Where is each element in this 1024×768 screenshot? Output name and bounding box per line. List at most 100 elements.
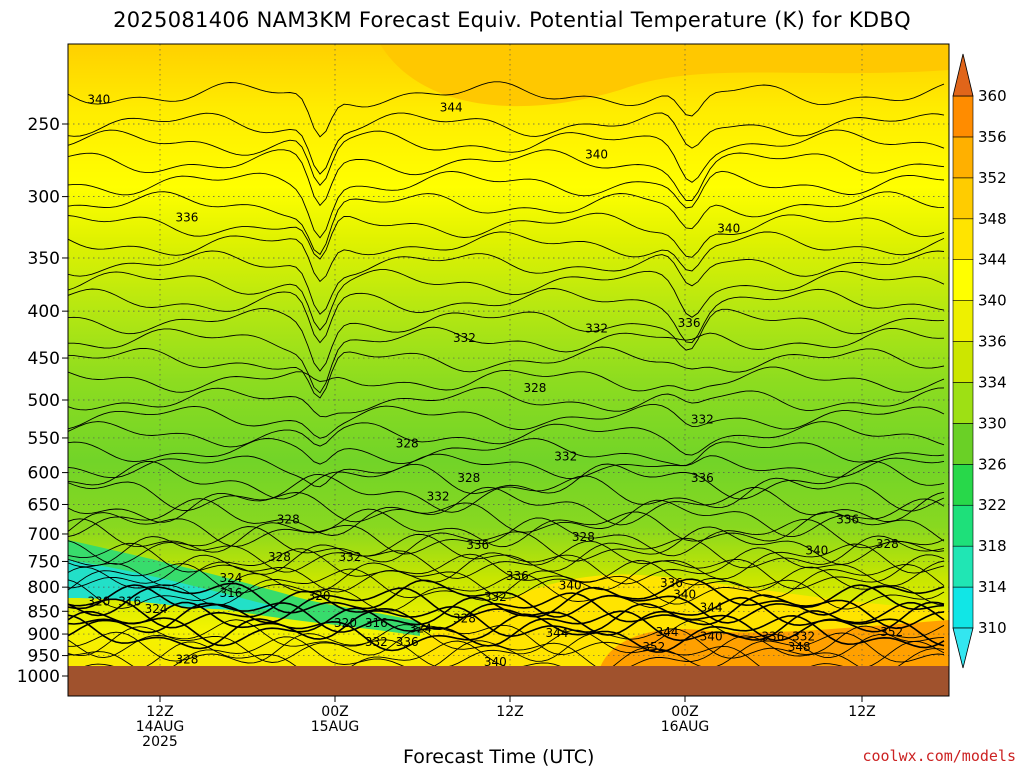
colorbar: 310 314 318 322 326 330 334 336 340 344 348 352 356 3… xyxy=(952,53,1007,669)
contour-label: 336 xyxy=(691,471,714,485)
colorbar-label: 330 xyxy=(978,414,1007,432)
colorbar-label: 326 xyxy=(978,455,1007,473)
contour-line xyxy=(68,553,945,593)
contour-label: 324 xyxy=(220,571,243,585)
x-tick-label: 16AUG xyxy=(661,719,710,735)
x-tick-label: 2025 xyxy=(142,734,178,750)
contour-label: 340 xyxy=(805,544,828,558)
contour-line xyxy=(68,601,945,642)
colorbar-label: 340 xyxy=(978,292,1007,310)
contour-line xyxy=(68,498,945,538)
plot-area: 340 344 340 336 340 332 332 336 328 332 328 332 328 3… xyxy=(67,43,950,697)
colorbar-max-arrow xyxy=(952,53,974,97)
contour-line xyxy=(68,404,945,439)
x-tick-label: 15AUG xyxy=(311,719,360,735)
x-tick-label: 12Z xyxy=(146,704,173,720)
colorbar-segment xyxy=(952,300,974,342)
contour-label: 340 xyxy=(585,148,608,162)
watermark: coolwx.com/models xyxy=(862,747,1016,765)
contour-label: 336 xyxy=(466,538,489,552)
colorbar-label: 344 xyxy=(978,251,1007,269)
contour-label: 336 xyxy=(761,629,784,643)
contour-label: 332 xyxy=(365,635,388,649)
contour-label: 316 xyxy=(365,616,388,630)
contour-label: 324 xyxy=(409,622,432,636)
colorbar-segment xyxy=(952,586,974,629)
colorbar-label: 352 xyxy=(978,169,1007,187)
contour-label: 332 xyxy=(691,412,714,426)
y-axis: 250 300 350 400 450 500 550 600 650 700 750 800 850 9… xyxy=(17,115,68,687)
contour-line xyxy=(68,288,945,344)
contour-line xyxy=(68,366,945,393)
contour-label: 316 xyxy=(220,586,243,600)
contour-label: 336 xyxy=(396,635,419,649)
y-tick-label: 750 xyxy=(28,552,60,572)
colorbar-label: 322 xyxy=(978,496,1007,514)
x-tick-label: 14AUG xyxy=(136,719,185,735)
y-tick-label: 500 xyxy=(28,391,60,411)
contour-label: 336 xyxy=(678,316,701,330)
contour-label: 320 xyxy=(334,616,357,630)
contour-line xyxy=(68,269,945,331)
contour-label: 332 xyxy=(427,489,450,503)
plot-frame xyxy=(67,43,950,697)
y-tick-label: 250 xyxy=(28,115,60,135)
y-tick-label: 800 xyxy=(28,578,60,598)
contour-line xyxy=(68,453,945,488)
contour-label: 328 xyxy=(277,512,300,526)
contour-label: 332 xyxy=(453,331,476,345)
contour-label: 344 xyxy=(546,626,569,640)
contour-label: 328 xyxy=(175,653,198,667)
ground-surface xyxy=(68,666,949,696)
contour-label: 328 xyxy=(268,550,291,564)
colorbar-segment xyxy=(952,259,974,301)
contour-line xyxy=(68,560,945,599)
contour-label: 336 xyxy=(175,210,198,224)
upper-warm-lobe xyxy=(380,44,949,107)
y-tick-label: 850 xyxy=(28,602,60,622)
contour-label: 328 xyxy=(572,530,595,544)
contour-line xyxy=(68,170,945,239)
colorbar-segment xyxy=(952,177,974,220)
contour-line xyxy=(68,212,945,260)
colorbar-min-arrow xyxy=(952,627,974,669)
x-tick-label: 12Z xyxy=(848,704,875,720)
colorbar-segment xyxy=(952,218,974,260)
y-tick-label: 400 xyxy=(28,302,60,322)
contour-label: 336 xyxy=(660,576,683,590)
y-tick-label: 700 xyxy=(28,525,60,545)
colorbar-label: 356 xyxy=(978,128,1007,146)
contour-label: 340 xyxy=(484,655,507,669)
colorbar-segment xyxy=(952,382,974,424)
contour-line xyxy=(68,112,945,175)
contour-label: 340 xyxy=(559,579,582,593)
y-tick-label: 450 xyxy=(28,349,60,369)
colorbar-segment xyxy=(952,464,974,506)
contour-line xyxy=(68,231,945,283)
contour-line xyxy=(68,573,945,612)
contour-line xyxy=(68,526,945,565)
contour-label: 320 xyxy=(87,594,110,608)
colorbar-label: 360 xyxy=(978,87,1007,105)
contour-line xyxy=(68,590,945,631)
contour-line xyxy=(68,81,945,138)
contour-label: 324 xyxy=(145,602,168,616)
contour-label: 336 xyxy=(506,569,529,583)
contour-line xyxy=(68,326,945,394)
colorbar-segment xyxy=(952,423,974,465)
contour-line xyxy=(68,250,945,315)
contour-line xyxy=(68,613,945,653)
y-tick-label: 1000 xyxy=(17,667,60,687)
y-tick-label: 300 xyxy=(28,188,60,208)
colorbar-label: 310 xyxy=(978,619,1007,637)
contour-labels: 340 344 340 336 340 332 332 336 328 332 328 332 328 3… xyxy=(87,92,903,683)
y-tick-label: 950 xyxy=(28,647,60,667)
x-tick-label: 00Z xyxy=(671,704,698,720)
contour-label: 328 xyxy=(453,611,476,625)
contour-label: 332 xyxy=(338,550,361,564)
contour-label: 328 xyxy=(396,437,419,451)
x-tick-label: 12Z xyxy=(496,704,523,720)
contour-line xyxy=(68,129,945,187)
